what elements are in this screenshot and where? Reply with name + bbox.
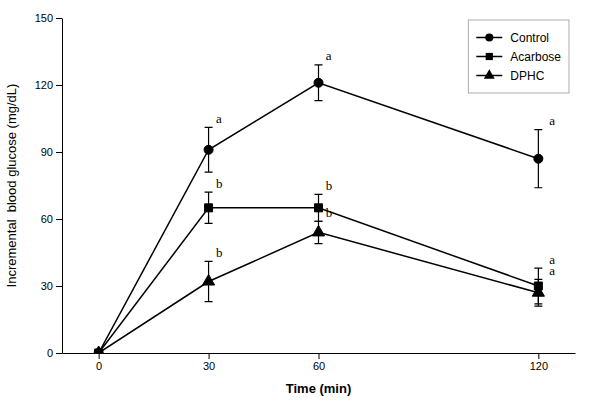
annotation: b <box>326 205 333 220</box>
tick-mark <box>56 219 62 220</box>
legend-marker <box>485 33 493 41</box>
marker <box>204 145 213 154</box>
annotation: b <box>216 176 223 191</box>
tick: 150 <box>35 12 62 24</box>
legend-marker <box>486 53 493 60</box>
series <box>94 65 543 353</box>
tick: 30 <box>203 353 215 372</box>
legend-label: Acarbose <box>510 50 561 64</box>
tick-label: 30 <box>41 280 53 292</box>
legend-box <box>468 20 569 93</box>
tick-label: 120 <box>35 79 53 91</box>
tick-label: 60 <box>41 213 53 225</box>
tick-mark <box>319 353 320 359</box>
tick-label: 150 <box>35 12 53 24</box>
tick-mark <box>56 152 62 153</box>
error-bar <box>205 127 213 172</box>
tick-mark <box>209 353 210 359</box>
tick: 30 <box>41 280 62 292</box>
tick-label: 120 <box>530 360 548 372</box>
y-axis-title: Incremental blood glucose (mg/dL) <box>4 84 19 288</box>
annotation: b <box>216 245 223 260</box>
marker <box>315 204 323 212</box>
error-bar <box>205 192 213 223</box>
legend-item: Acarbose <box>476 50 561 64</box>
y-axis-line <box>62 19 63 354</box>
tick: 120 <box>35 79 62 91</box>
tick: 60 <box>313 353 325 372</box>
tick-label: 0 <box>47 347 53 359</box>
error-bar <box>315 65 323 101</box>
tick: 60 <box>41 213 62 225</box>
tick-label: 30 <box>203 360 215 372</box>
tick-label: 90 <box>41 146 53 158</box>
x-axis-title: Time (min) <box>286 381 352 396</box>
tick-mark <box>56 85 62 86</box>
tick: 0 <box>47 347 62 359</box>
plot-area <box>93 65 545 353</box>
annotation: b <box>326 178 333 193</box>
legend-item: DPHC <box>476 69 544 83</box>
marker <box>205 204 213 212</box>
annotation: a <box>326 48 332 63</box>
tick-mark <box>56 18 62 19</box>
annotation: a <box>549 113 555 128</box>
line <box>99 208 539 353</box>
legend: Control Acarbose DPHC <box>468 20 569 93</box>
chart: 0 30 60 120 0 30 60 90 120 150 Time (min) Increment… <box>0 0 595 405</box>
line <box>99 232 539 353</box>
error-bar <box>315 194 323 221</box>
marker <box>532 286 544 297</box>
marker <box>202 275 214 286</box>
legend-label: Control <box>510 31 549 45</box>
tick-mark <box>56 286 62 287</box>
legend-marker <box>484 69 495 78</box>
legend-item: Control <box>476 31 549 45</box>
marker <box>534 154 543 163</box>
annotation: a <box>549 263 555 278</box>
tick: 90 <box>41 146 62 158</box>
tick-mark <box>538 353 539 359</box>
error-bar <box>534 130 542 188</box>
series <box>93 221 545 353</box>
tick-label: 0 <box>96 360 102 372</box>
tick: 0 <box>96 353 102 372</box>
series <box>95 192 543 353</box>
annotation: a <box>216 111 222 126</box>
marker <box>312 225 324 236</box>
marker <box>93 346 105 353</box>
tick: 120 <box>530 353 548 372</box>
tick-mark <box>99 353 100 359</box>
tick-label: 60 <box>313 360 325 372</box>
legend-label: DPHC <box>510 69 544 83</box>
marker <box>314 78 323 87</box>
x-axis: 0 30 60 120 <box>63 353 576 372</box>
y-axis: 0 30 60 90 120 150 <box>35 12 63 359</box>
tick-mark <box>56 353 62 354</box>
line <box>99 83 539 353</box>
